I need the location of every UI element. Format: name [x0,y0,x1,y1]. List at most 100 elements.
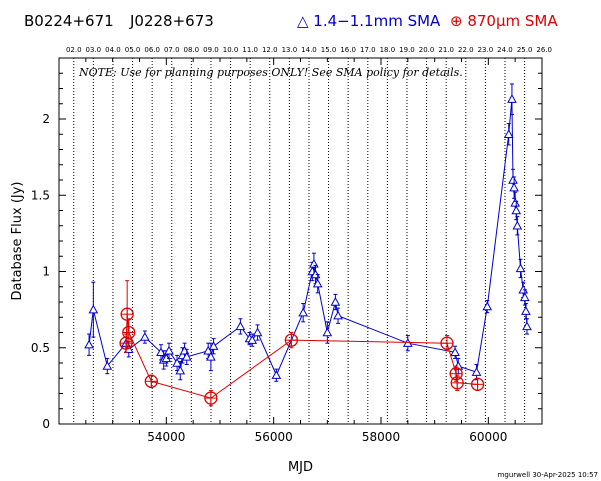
year-tick-label: 14.0 [301,46,317,54]
series-line [88,99,528,377]
y-tick-label: 0 [42,417,50,431]
triangle-marker [507,94,517,103]
year-tick-label: 13.0 [282,46,298,54]
legend-blue-series: △ 1.4−1.1mm SMA [297,12,441,30]
data-point [482,299,493,314]
triangle-marker [203,345,214,355]
triangle-marker [330,296,341,306]
triangle-marker [450,347,460,357]
year-tick-label: 03.0 [86,46,102,54]
data-point [164,342,174,359]
data-point [519,289,530,306]
data-point [471,364,482,381]
year-tick-label: 19.0 [399,46,415,54]
year-tick-label: 06.0 [144,46,160,54]
triangle-marker [515,263,526,273]
data-point [284,332,299,349]
y-tick-label: 1 [42,265,50,279]
x-axis-label: MJD [288,460,313,475]
data-point [247,333,258,347]
data-point [402,335,413,352]
year-tick-label: 02.0 [66,46,82,54]
triangle-marker [312,278,323,288]
triangle-marker [510,197,521,207]
source-name-primary: B0224+671 [24,12,114,30]
triangle-marker [208,341,219,350]
data-point [181,348,192,366]
triangle-marker [508,174,518,184]
year-tick-label: 21.0 [438,46,454,54]
y-axis-label: Database Flux (Jy) [10,182,25,301]
data-point [204,389,218,407]
year-tick-label: 12.0 [262,46,278,54]
data-point [507,83,517,115]
data-point [84,333,94,356]
triangle-marker [521,306,531,315]
source-name-alias: J0228+673 [130,12,214,30]
triangle-marker [175,365,186,375]
data-point [252,324,263,341]
x-tick-label: 60000 [469,430,507,444]
planning-note: NOTE: Use for planning purposes ONLY! Se… [79,66,463,79]
triangle-marker [322,327,333,337]
year-tick-label: 26.0 [536,46,552,54]
triangle-marker [102,361,113,370]
year-tick-label: 07.0 [164,46,180,54]
triangle-marker [206,351,216,361]
x-tick-label: 58000 [362,430,400,444]
data-point [102,357,113,375]
data-point [144,374,158,388]
triangle-marker [271,370,282,379]
plot-frame [58,57,543,425]
year-tick-label: 18.0 [380,46,396,54]
data-point [333,307,343,324]
data-point [449,365,463,382]
data-point [470,377,485,392]
y-tick-label: 1.5 [31,188,50,202]
triangle-marker [235,321,246,331]
data-point [298,303,309,323]
data-point [140,330,150,344]
year-tick-label: 16.0 [340,46,356,54]
year-tick-label: 25.0 [517,46,533,54]
year-tick-label: 22.0 [458,46,474,54]
triangle-marker [333,310,343,320]
triangle-marker [512,220,523,230]
year-tick-label: 04.0 [105,46,121,54]
triangle-marker [252,327,263,337]
year-tick-label: 20.0 [419,46,435,54]
data-point [512,216,523,236]
data-point [450,345,460,359]
axes-layer: 54000 56000 58000 60000 0 0.5 1 1.5 2 MJD Database… [10,57,543,475]
data-point [312,274,323,294]
data-point [522,318,532,335]
data-point [88,281,99,338]
data-point [330,293,341,311]
series-layer [84,83,532,407]
footer-credit: mgurwell 30-Apr-2025 10:57 [497,471,598,479]
triangle-marker [471,367,482,376]
y-tick-label: 0.5 [31,341,50,355]
triangle-marker [511,205,522,215]
year-tick-label: 24.0 [497,46,513,54]
data-point [450,374,464,391]
year-grid-layer: 02.0 03.0 04.0 05.0 06.0 07.0 08.0 09.0 10.0 11.0… [66,46,552,424]
y-tick-label: 2 [42,112,50,126]
data-point [322,321,333,344]
x-tick-label: 56000 [255,430,293,444]
legend-red-series: ⊕ 870μm SMA [450,12,558,30]
data-point [175,360,186,381]
data-point [503,123,514,146]
triangle-marker [298,307,309,317]
triangle-marker [172,357,182,367]
year-tick-label: 15.0 [321,46,337,54]
data-point [509,176,519,199]
triangle-marker [140,332,150,341]
year-tick-label: 10.0 [223,46,239,54]
year-tick-label: 17.0 [360,46,376,54]
data-point [172,354,182,372]
triangle-marker [247,335,258,344]
series-line [125,314,478,399]
triangle-marker [503,129,514,138]
